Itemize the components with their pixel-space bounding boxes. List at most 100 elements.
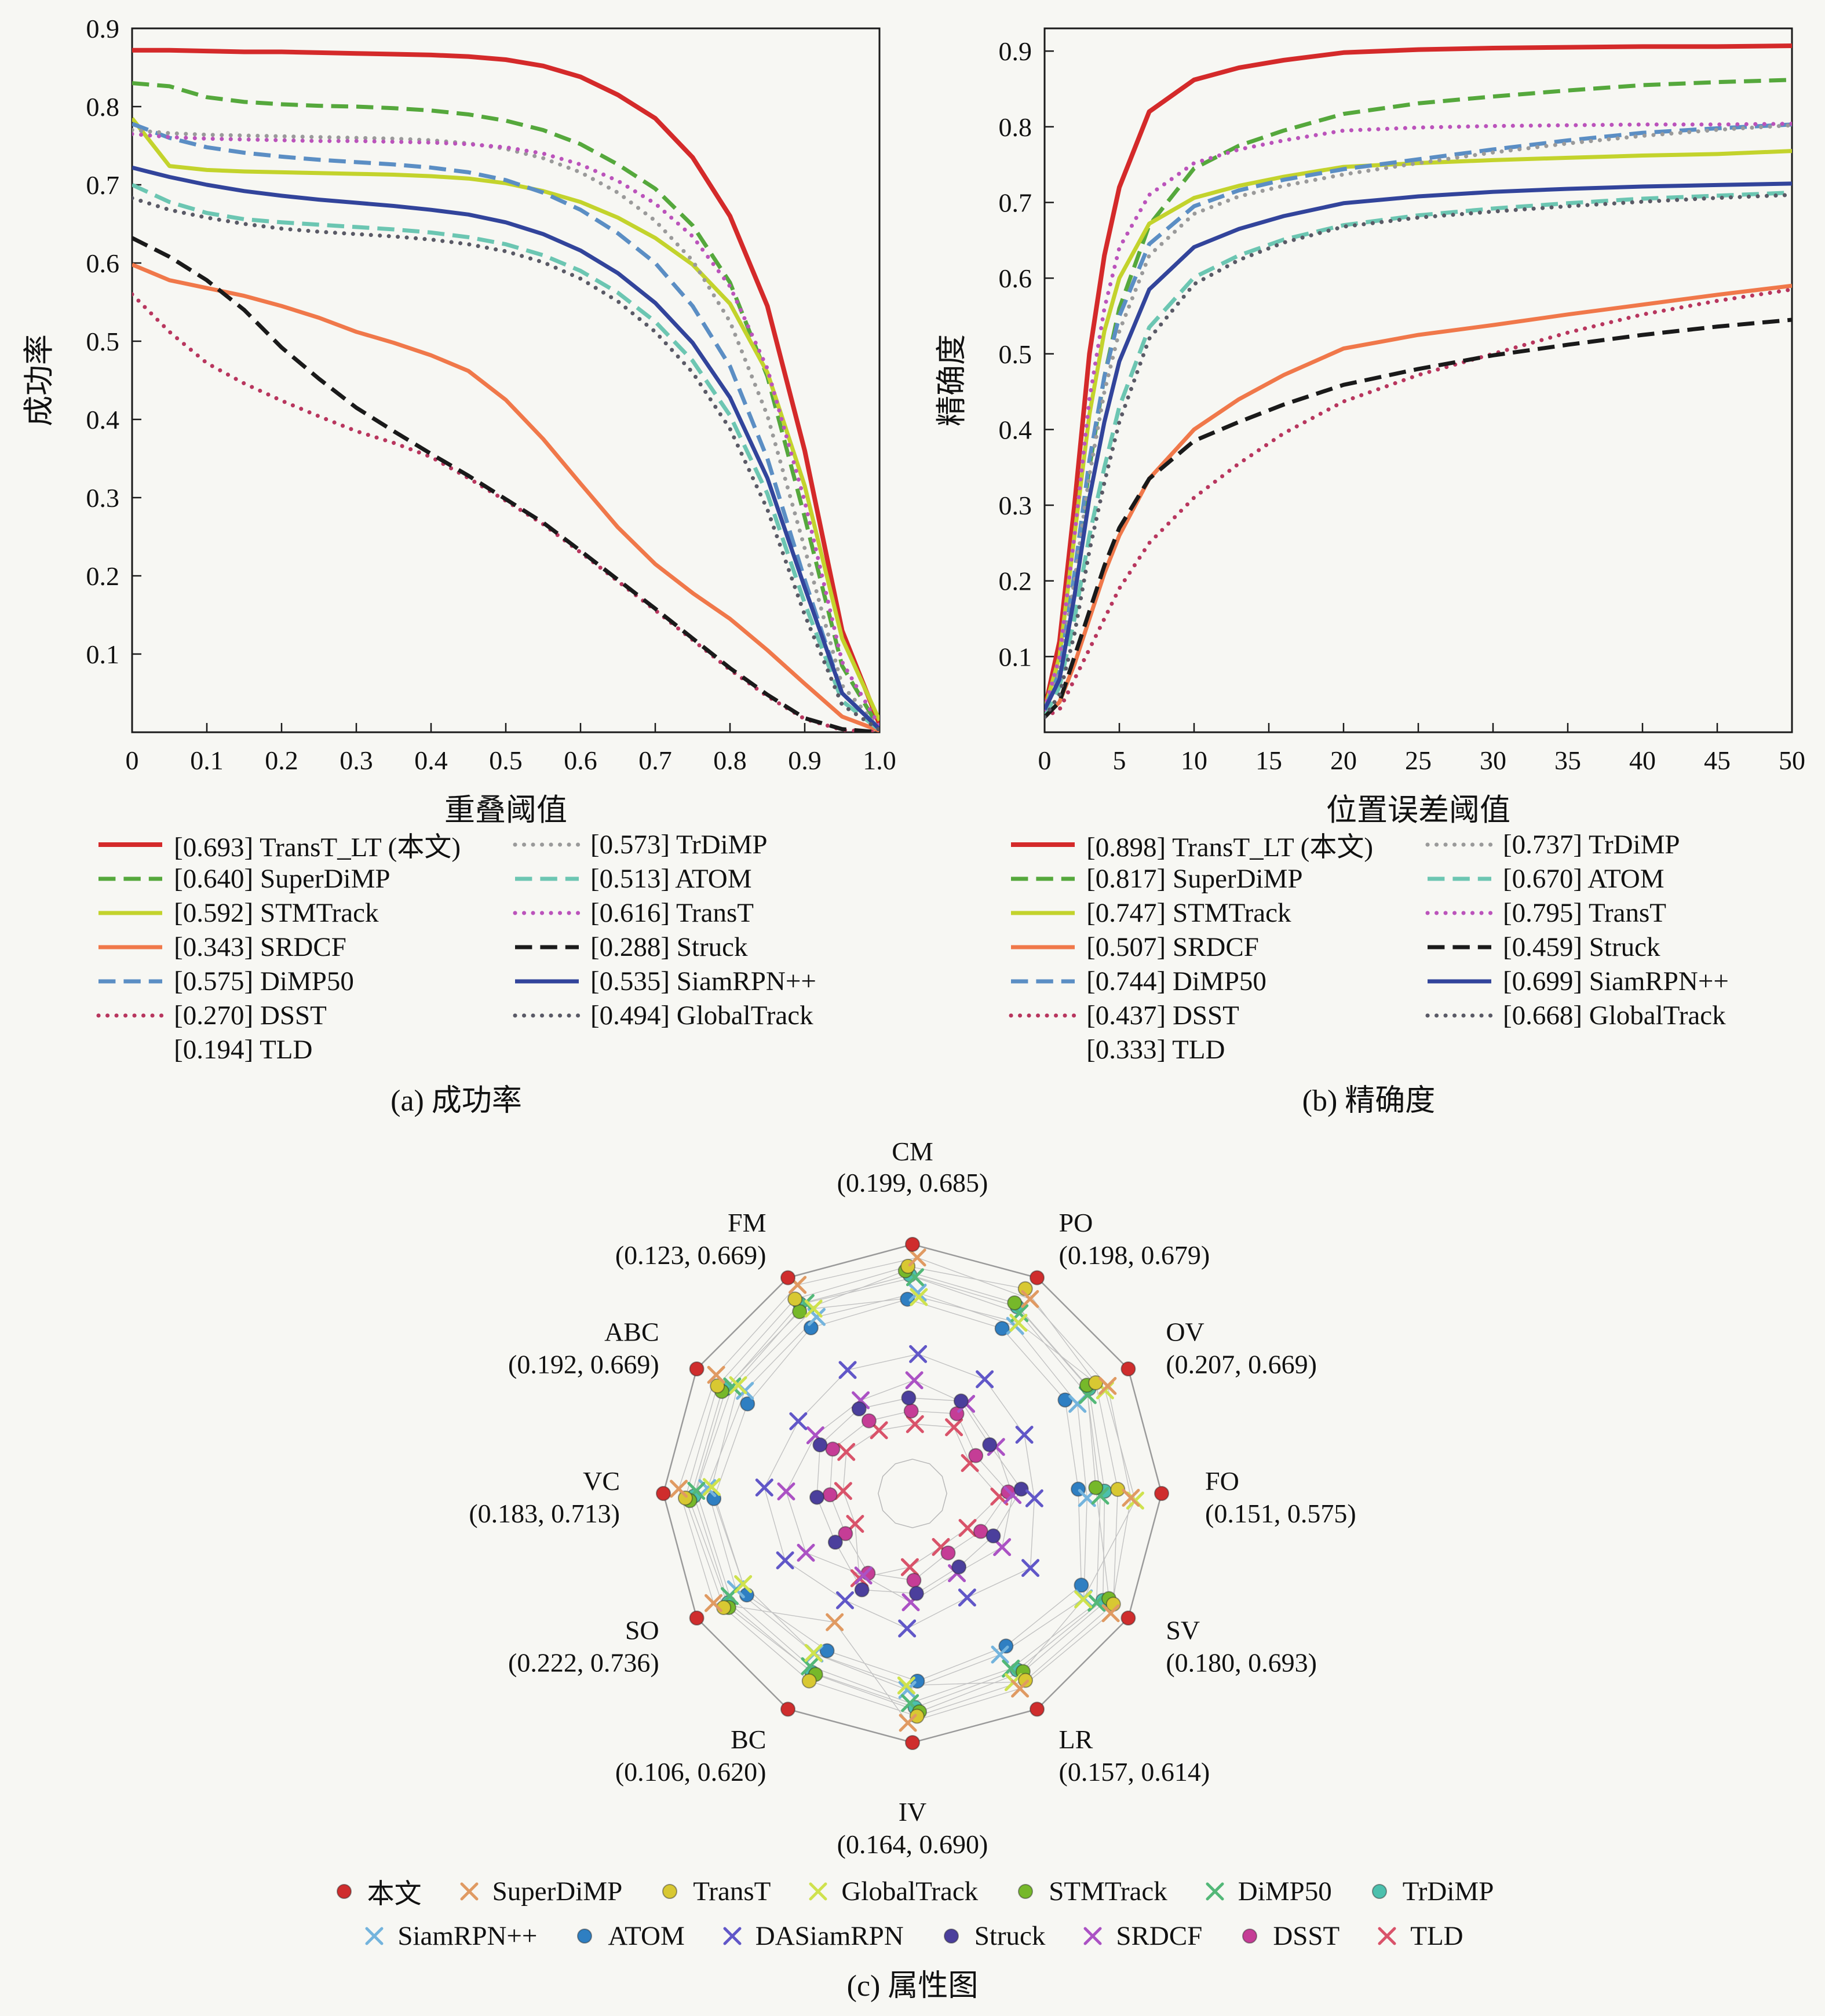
precision-curve-stmtrack [1044, 149, 1792, 710]
dot-marker-icon [577, 1929, 593, 1944]
radar-marker-atom [577, 1929, 593, 1944]
legend-label-srdcf: [0.507] SRDCF [1086, 932, 1259, 962]
radar-marker-struck [951, 1559, 967, 1575]
radar-axis-label-ABC: ABC [604, 1317, 659, 1347]
precision-x-tick-label: 20 [1330, 746, 1357, 775]
radar-legend: 本文 SuperDiMP TransT GlobalTrack STMTrack DiMP… [331, 1871, 1494, 1952]
radar-marker-superdimp [826, 1613, 844, 1631]
radar-marker-dasiamrpn [958, 1588, 976, 1607]
success-curve-stmtrack [132, 117, 879, 722]
radar-axis-label-PO: PO [1059, 1208, 1093, 1237]
success-curve-atom [132, 182, 879, 732]
success-x-tick-label: 0.7 [638, 746, 672, 775]
legend-item-stmtrack: [0.592] STMTrack [96, 896, 461, 930]
radar-marker-dsst [822, 1487, 838, 1503]
radar-legend-label-tld: TLD [1410, 1921, 1463, 1951]
precision-curve-atom [1044, 191, 1792, 718]
radar-marker-transt [662, 1883, 678, 1899]
precision-curve-transt_lt [1044, 43, 1792, 710]
legend-label-globaltrack: [0.494] GlobalTrack [590, 1000, 813, 1031]
radar-marker-dasiamrpn [755, 1478, 773, 1497]
radar-axis-label-IV: IV [899, 1797, 927, 1827]
legend-label-superdimp: [0.640] SuperDiMP [174, 863, 390, 894]
radar-marker-dasiamrpn [976, 1370, 994, 1389]
radar-legend-item-transt: TransT [657, 1876, 771, 1907]
success-y-tick-label: 0.8 [86, 92, 119, 122]
radar-marker-dasiamrpn [838, 1361, 857, 1379]
precision-curve-trdimp [1044, 123, 1792, 712]
legend-item-trdimp: [0.737] TrDiMP [1425, 827, 1729, 861]
radar-legend-row: 本文 SuperDiMP TransT GlobalTrack STMTrack DiMP… [331, 1871, 1494, 1911]
legend-label-dimp50: [0.744] DiMP50 [1086, 966, 1266, 996]
radar-legend-label-dimp50: DiMP50 [1238, 1876, 1332, 1907]
legend-line-swatch-atom [1427, 876, 1491, 881]
legend-line-swatch-stmtrack [98, 911, 163, 915]
precision-plot: 0 5 10 15 20 25 30 35 40 45 50 0.1 0.2 0.3 0.4 0.5 0.6 0.… [935, 27, 1805, 825]
radar-marker-ours [905, 1735, 920, 1750]
radar-marker-tld [900, 1558, 919, 1576]
legend-item-srdcf: [0.507] SRDCF [1009, 930, 1373, 964]
radar-marker-struck [854, 1582, 870, 1598]
legend-label-transt: [0.616] TransT [590, 897, 754, 928]
precision-curve-transt [1044, 122, 1792, 712]
radar-marker-dsst [825, 1441, 841, 1457]
radar-marker-srdcf [1083, 1927, 1102, 1945]
radar-marker-tld [945, 1418, 963, 1437]
success-y-tick-label: 0.9 [86, 14, 119, 43]
legend-item-siamrpnpp: [0.535] SiamRPN++ [513, 964, 816, 998]
legend-label-tld: [0.333] TLD [1086, 1034, 1225, 1065]
legend-label-atom: [0.513] ATOM [590, 863, 752, 894]
legend-label-struck: [0.459] Struck [1502, 932, 1660, 962]
success-x-tick-label: 0.6 [564, 746, 597, 775]
radar-marker-atom [819, 1643, 835, 1659]
radar-marker-struck [982, 1437, 998, 1452]
legend-item-transt_lt: [0.693] TransT_LT (本文) [96, 827, 461, 863]
precision-y-tick-label: 0.7 [998, 188, 1032, 217]
legend-line-swatch-dimp50 [98, 979, 163, 983]
success-curve-transt [132, 132, 879, 728]
radar-marker-dsst [903, 1403, 919, 1419]
legend-item-trdimp: [0.573] TrDiMP [513, 827, 816, 861]
radar-marker-dasiamrpn [776, 1551, 794, 1569]
legend-label-dsst: [0.270] DSST [174, 1000, 327, 1031]
panel-success: 0 0.1 0.2 0.3 0.4 0.5 0.6 0.7 0.8 0.9 1.0 0.1 0.2 0.3… [0, 8, 913, 1119]
legend-label-stmtrack: [0.592] STMTrack [174, 897, 379, 928]
radar-axis-label-FO: FO [1205, 1466, 1239, 1496]
precision-legend-column: [0.898] TransT_LT (本文) [0.817] SuperDiMP[… [1009, 827, 1373, 1067]
caption-attributes: (c) 属性图 [846, 1970, 979, 2003]
legend-label-trdimp: [0.737] TrDiMP [1502, 829, 1680, 860]
precision-y-tick-label: 0.8 [998, 112, 1032, 142]
radar-marker-struck [851, 1401, 867, 1417]
x-marker-icon [1206, 1882, 1224, 1900]
radar-marker-transt [787, 1291, 803, 1307]
radar-axis-range-CM: (0.199, 0.685) [837, 1168, 988, 1197]
legend-line-swatch-tld [1009, 1041, 1077, 1058]
precision-curve-siamrpnpp [1044, 181, 1792, 711]
radar-marker-struck [812, 1437, 828, 1453]
radar-marker-struck [827, 1535, 843, 1550]
legend-line-swatch-transt [1425, 911, 1494, 915]
radar-marker-superdimp [707, 1365, 725, 1384]
radar-marker-dsst [973, 1524, 988, 1539]
precision-y-tick-label: 0.2 [998, 567, 1032, 596]
x-marker-icon [365, 1927, 384, 1945]
radar-marker-struck [953, 1393, 969, 1409]
radar-marker-ours [1120, 1610, 1136, 1626]
radar-axis-label-SV: SV [1166, 1616, 1200, 1645]
radar-marker-globaltrack [897, 1676, 915, 1694]
radar-marker-ours [1154, 1486, 1169, 1501]
legend-label-struck: [0.288] Struck [590, 932, 748, 962]
precision-y-tick-label: 0.4 [998, 415, 1032, 444]
legend-line-swatch-atom [514, 876, 579, 881]
radar-marker-superdimp [899, 1714, 917, 1732]
radar-marker-tld [834, 1482, 852, 1500]
radar-legend-label-globaltrack: GlobalTrack [841, 1876, 979, 1907]
legend-line-swatch-trdimp [513, 842, 581, 846]
radar-marker-dasiamrpn [898, 1619, 917, 1638]
precision-x-tick-label: 50 [1779, 746, 1805, 775]
precision-x-tick-label: 15 [1255, 746, 1282, 775]
radar-marker-tld [1378, 1927, 1396, 1945]
legend-item-struck: [0.288] Struck [513, 930, 816, 964]
dot-marker-icon [1242, 1929, 1258, 1944]
radar-marker-ours [689, 1610, 705, 1626]
